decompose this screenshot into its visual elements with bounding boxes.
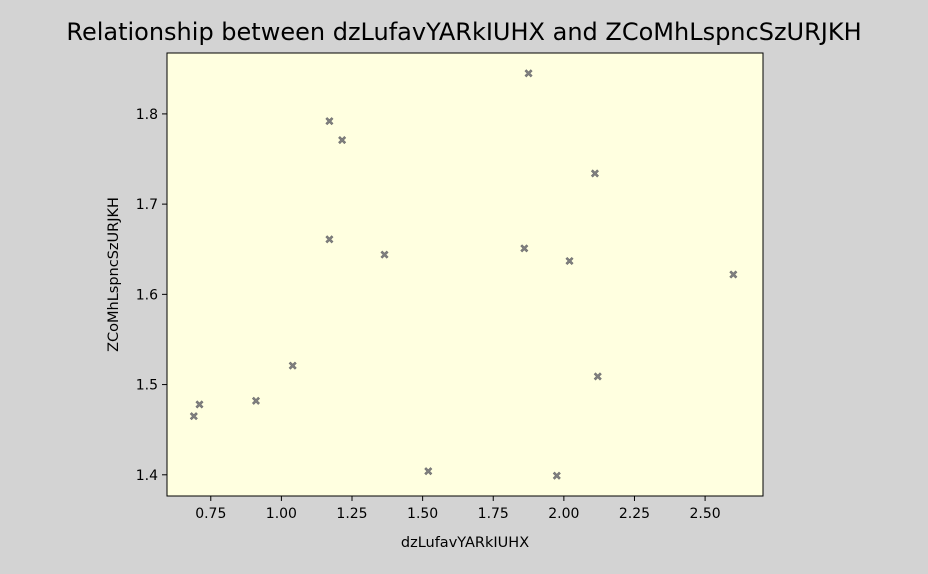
data-point: [338, 136, 347, 145]
chart-title: Relationship between dzLufavYARkIUHX and…: [66, 18, 862, 46]
data-point: [288, 361, 297, 370]
y-tick-label: 1.4: [136, 468, 158, 484]
data-point: [593, 372, 602, 381]
y-tick-label: 1.6: [136, 287, 158, 303]
plot-area: [166, 52, 764, 497]
x-tick-label: 1.25: [336, 506, 367, 522]
y-tick-label: 1.8: [136, 107, 158, 123]
data-point: [325, 235, 334, 244]
data-points: [189, 69, 738, 480]
x-axis-ticks: 0.75 1.00 1.25 1.50 1.75 2.00 2.25 2.50: [195, 496, 721, 522]
x-tick-label: 0.75: [195, 506, 226, 522]
x-tick-label: 2.50: [690, 506, 721, 522]
data-point: [552, 471, 561, 480]
x-tick-label: 1.00: [266, 506, 297, 522]
y-axis-label: ZCoMhLspncSzURJKH: [106, 197, 122, 352]
x-tick-label: 2.25: [619, 506, 650, 522]
data-point: [524, 69, 533, 78]
data-point: [325, 117, 334, 126]
y-axis-ticks: 1.4 1.5 1.6 1.7 1.8: [136, 107, 167, 484]
x-tick-label: 1.75: [478, 506, 509, 522]
data-point: [424, 467, 433, 476]
y-tick-label: 1.5: [136, 378, 158, 394]
data-point: [590, 169, 599, 178]
x-axis-label: dzLufavYARkIUHX: [401, 535, 529, 551]
data-point: [565, 256, 574, 265]
data-point: [729, 270, 738, 279]
y-tick-label: 1.7: [136, 197, 158, 213]
x-tick-label: 1.50: [407, 506, 438, 522]
data-point: [251, 396, 261, 405]
data-point: [189, 412, 198, 421]
data-point: [195, 400, 204, 409]
x-tick-label: 2.00: [548, 506, 579, 522]
data-point: [380, 250, 389, 259]
data-point: [520, 244, 529, 253]
